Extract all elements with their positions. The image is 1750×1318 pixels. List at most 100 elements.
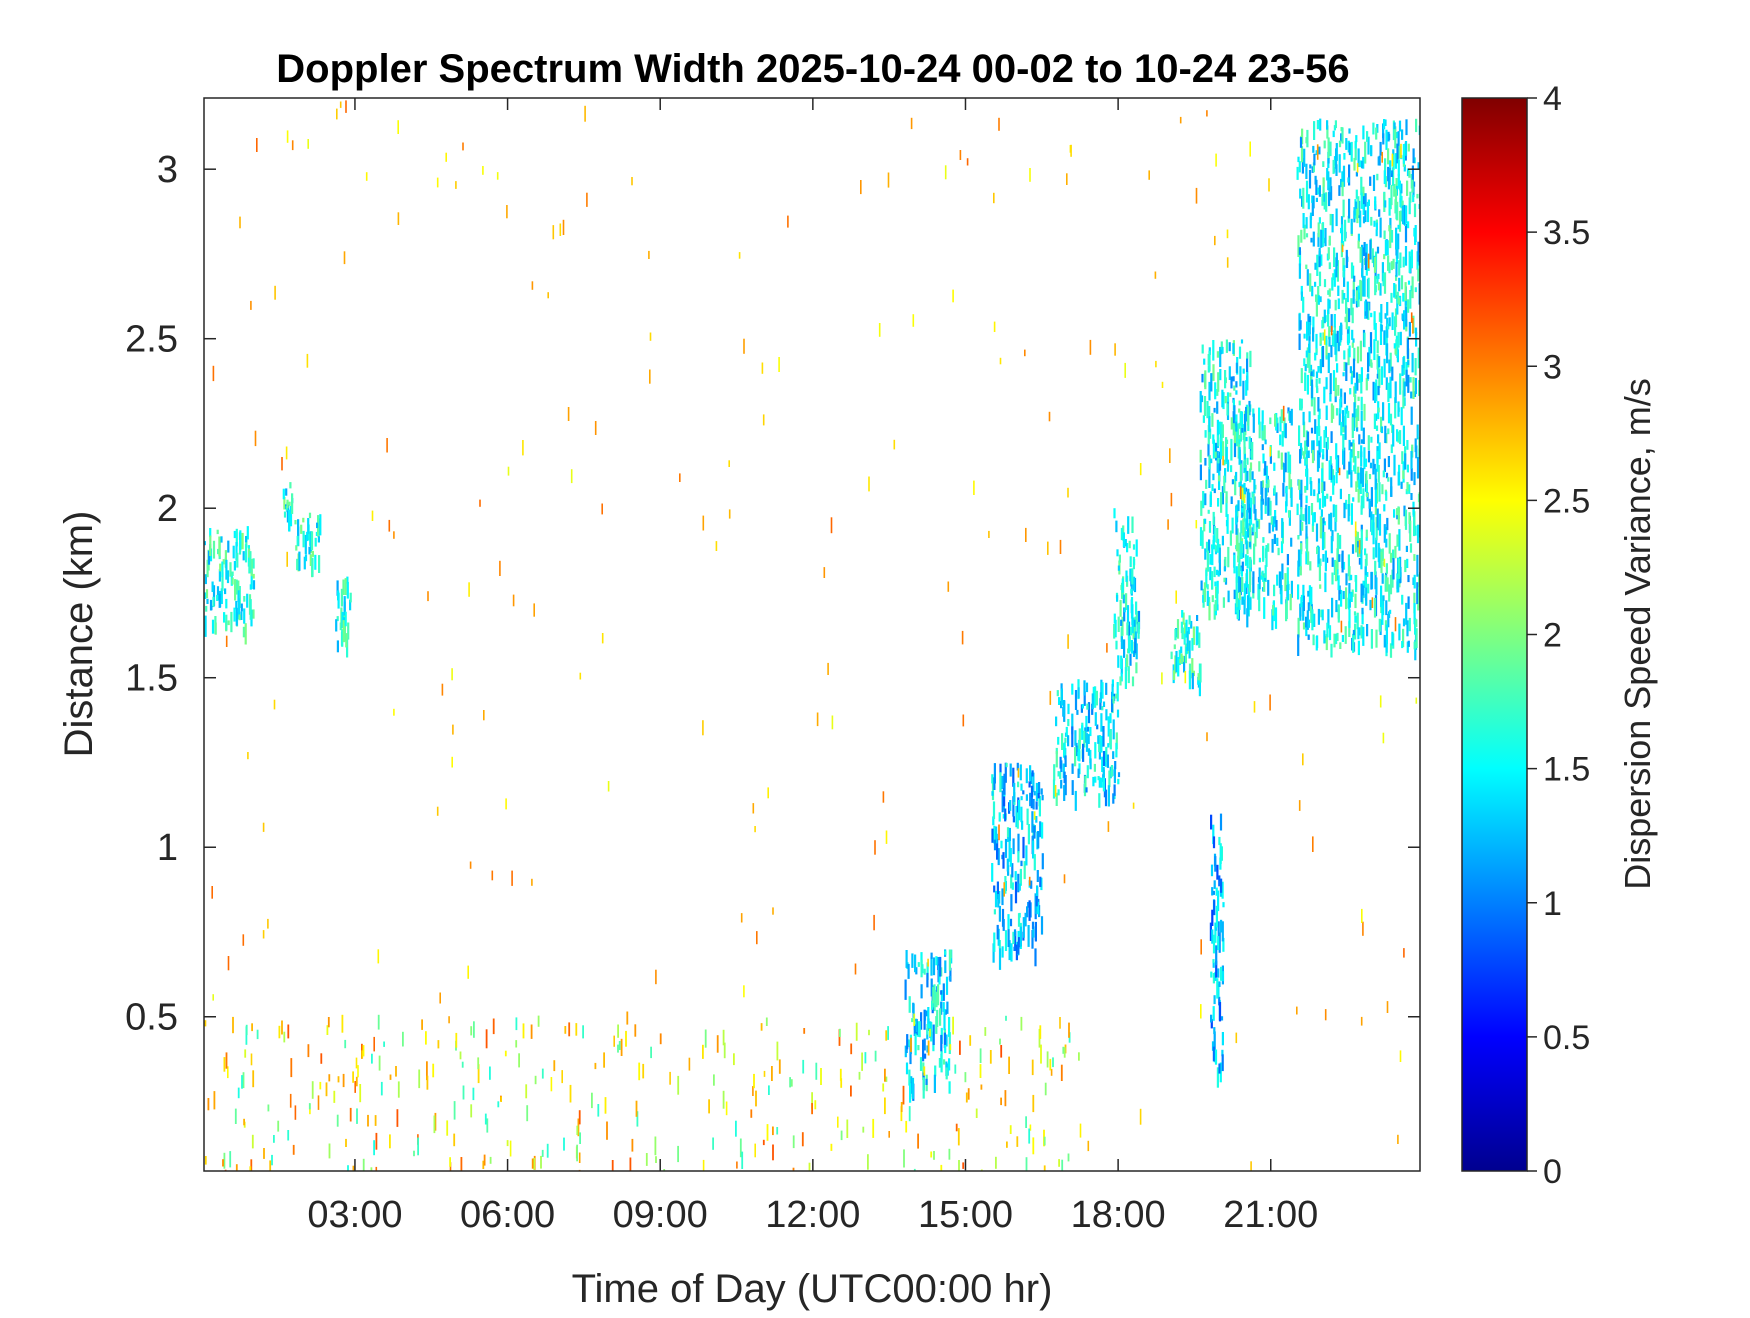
heatmap-cell bbox=[1336, 569, 1339, 575]
heatmap-cell bbox=[1334, 299, 1337, 311]
heatmap-cell bbox=[1313, 512, 1316, 523]
heatmap-cell bbox=[1055, 716, 1058, 727]
heatmap-cell bbox=[1385, 563, 1388, 574]
heatmap-cell bbox=[943, 1028, 946, 1036]
heatmap-cell bbox=[1311, 609, 1314, 631]
heatmap-cell bbox=[343, 596, 346, 616]
heatmap-cell bbox=[942, 983, 945, 1001]
heatmap-cell bbox=[1329, 496, 1332, 502]
heatmap-cell bbox=[1217, 983, 1220, 998]
heatmap-cell bbox=[1388, 168, 1391, 185]
heatmap-noise-cell bbox=[1003, 882, 1005, 897]
heatmap-cell bbox=[1407, 575, 1410, 583]
heatmap-ground-cell bbox=[789, 1077, 791, 1088]
heatmap-cell bbox=[1306, 321, 1309, 341]
heatmap-noise-cell bbox=[893, 439, 896, 450]
heatmap-noise-cell bbox=[373, 1036, 375, 1052]
heatmap-cell bbox=[1114, 761, 1117, 770]
heatmap-cell bbox=[1359, 340, 1362, 362]
heatmap-cell bbox=[1245, 406, 1248, 422]
heatmap-cell bbox=[1354, 394, 1357, 408]
heatmap-cell bbox=[1343, 502, 1346, 519]
heatmap-ground-cell bbox=[654, 1136, 657, 1156]
heatmap-cell bbox=[1245, 531, 1248, 544]
heatmap-cell bbox=[1260, 575, 1263, 580]
heatmap-cell bbox=[930, 978, 933, 997]
heatmap-cell bbox=[1365, 536, 1368, 541]
heatmap-ground-cell bbox=[362, 1045, 365, 1057]
heatmap-cell bbox=[1262, 576, 1265, 582]
heatmap-cell bbox=[1040, 916, 1044, 935]
heatmap-cell bbox=[1029, 792, 1032, 807]
heatmap-cell bbox=[1032, 840, 1035, 859]
heatmap-cell bbox=[1081, 704, 1084, 709]
heatmap-noise-cell bbox=[452, 724, 454, 735]
heatmap-cell bbox=[336, 616, 339, 622]
heatmap-noise-cell bbox=[702, 515, 705, 531]
heatmap-cell bbox=[1101, 682, 1104, 699]
heatmap-cell bbox=[1261, 444, 1264, 451]
heatmap-cell bbox=[1402, 205, 1405, 225]
heatmap-cell bbox=[948, 1058, 951, 1071]
heatmap-cell bbox=[1033, 825, 1036, 839]
heatmap-cell bbox=[1248, 541, 1252, 548]
heatmap-cell bbox=[1397, 332, 1400, 348]
heatmap-cell bbox=[1101, 756, 1104, 772]
heatmap-cell bbox=[1377, 407, 1380, 413]
heatmap-cell bbox=[1071, 763, 1074, 774]
heatmap-cell bbox=[1362, 186, 1365, 205]
heatmap-cell bbox=[1343, 153, 1346, 160]
heatmap-noise-cell bbox=[1298, 800, 1301, 811]
heatmap-cell bbox=[1041, 853, 1044, 870]
heatmap-ground-cell bbox=[930, 1151, 933, 1158]
heatmap-cell bbox=[1033, 854, 1036, 871]
heatmap-noise-cell bbox=[613, 1035, 615, 1047]
heatmap-cell bbox=[911, 1077, 914, 1099]
heatmap-cell bbox=[1200, 500, 1203, 516]
heatmap-cell bbox=[1233, 439, 1237, 458]
heatmap-cell bbox=[1350, 141, 1353, 162]
heatmap-cell bbox=[1298, 161, 1301, 173]
heatmap-cell bbox=[1261, 572, 1264, 578]
heatmap-cell bbox=[1221, 1054, 1224, 1072]
heatmap-cell bbox=[1207, 443, 1210, 457]
heatmap-noise-cell bbox=[386, 438, 388, 453]
colorbar bbox=[1462, 98, 1527, 1171]
heatmap-cell bbox=[1022, 790, 1025, 795]
heatmap-cell bbox=[1389, 552, 1393, 563]
heatmap-cell bbox=[1398, 260, 1401, 276]
heatmap-ground-cell bbox=[373, 1140, 375, 1156]
heatmap-cell bbox=[1019, 868, 1022, 886]
heatmap-cell bbox=[1233, 385, 1236, 391]
heatmap-cell bbox=[1328, 336, 1331, 347]
heatmap-ground-cell bbox=[980, 1084, 983, 1090]
heatmap-cell bbox=[1396, 291, 1399, 304]
heatmap-cell bbox=[346, 581, 349, 599]
heatmap-cell bbox=[1330, 512, 1333, 532]
heatmap-cell bbox=[1308, 169, 1312, 189]
heatmap-cell bbox=[1349, 451, 1352, 472]
heatmap-noise-cell bbox=[649, 369, 651, 384]
heatmap-cell bbox=[1345, 307, 1348, 330]
heatmap-noise-cell bbox=[993, 192, 995, 204]
heatmap-cell bbox=[1102, 769, 1105, 792]
heatmap-cell bbox=[1061, 733, 1064, 750]
heatmap-noise-cell bbox=[1047, 541, 1049, 555]
heatmap-cell bbox=[1388, 359, 1391, 374]
heatmap-cell bbox=[1357, 240, 1360, 249]
heatmap-cell bbox=[1203, 396, 1207, 416]
heatmap-cell bbox=[1057, 771, 1060, 777]
heatmap-cell bbox=[1354, 593, 1357, 609]
heatmap-cell bbox=[1116, 709, 1120, 718]
heatmap-cell bbox=[905, 1046, 908, 1053]
heatmap-cell bbox=[297, 519, 300, 536]
x-axis-ticks: 03:00 06:00 09:00 12:00 15:00 18:00 21:00 bbox=[307, 98, 1318, 1236]
heatmap-noise-cell bbox=[436, 806, 439, 816]
heatmap-cell bbox=[1366, 131, 1369, 142]
heatmap-ground-cell bbox=[940, 1164, 943, 1171]
heatmap-cell bbox=[1020, 783, 1023, 791]
heatmap-cell bbox=[930, 952, 933, 959]
heatmap-cell bbox=[1346, 281, 1349, 303]
heatmap-cell bbox=[1392, 558, 1395, 580]
heatmap-cell bbox=[1208, 381, 1211, 401]
